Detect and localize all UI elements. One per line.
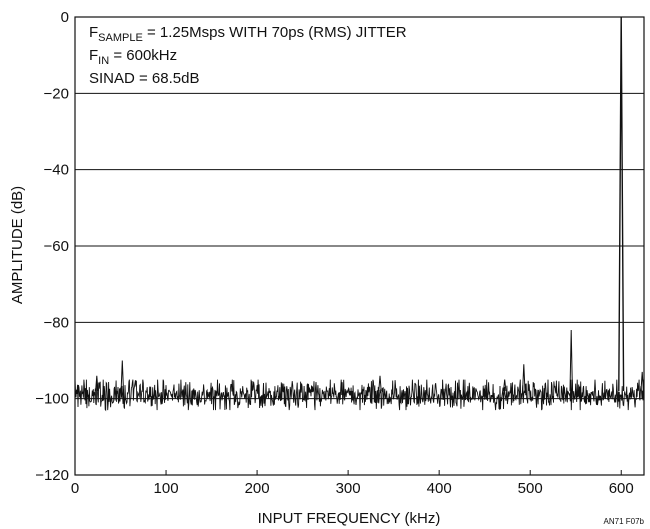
x-tick-label: 500 bbox=[518, 480, 543, 497]
y-tick-label: 0 bbox=[61, 9, 69, 26]
y-tick-labels: 0 −20 −40 −60 −80 −100 −120 bbox=[35, 9, 69, 484]
spectral-peak bbox=[503, 379, 507, 392]
y-tick-label: −100 bbox=[35, 391, 69, 408]
x-tick-label: 100 bbox=[154, 480, 179, 497]
spectral-peak bbox=[640, 371, 644, 392]
spectral-peak bbox=[569, 329, 573, 392]
y-tick-label: −40 bbox=[44, 162, 69, 179]
annotation-line-1-rest: = 1.25Msps WITH 70ps (RMS) JITTER bbox=[143, 24, 407, 41]
noise-floor-trace bbox=[74, 379, 645, 412]
figure-id: AN71 F07b bbox=[604, 517, 645, 526]
annotation-line-2-rest: = 600kHz bbox=[109, 47, 177, 64]
annotation-line-2-subscript: IN bbox=[98, 55, 109, 67]
annotation-line-1-prefix: F bbox=[89, 24, 98, 41]
grid-lines bbox=[75, 92, 644, 400]
y-axis-title: AMPLITUDE (dB) bbox=[9, 186, 26, 304]
x-tick-label: 0 bbox=[71, 480, 79, 497]
spectral-peak bbox=[618, 16, 625, 392]
annotation-line-3: SINAD = 68.5dB bbox=[89, 70, 199, 87]
annotation-line-2-prefix: F bbox=[89, 47, 98, 64]
y-tick-label: −80 bbox=[44, 314, 69, 331]
y-tick-label: −120 bbox=[35, 467, 69, 484]
y-tick-label: −60 bbox=[44, 238, 69, 255]
x-tick-labels: 0 100 200 300 400 500 600 bbox=[71, 470, 634, 497]
x-axis-title: INPUT FREQUENCY (kHz) bbox=[258, 510, 441, 527]
annotation-line-1: FSAMPLE = 1.25Msps WITH 70ps (RMS) JITTE… bbox=[89, 24, 407, 44]
annotation-line-2: FIN = 600kHz bbox=[89, 47, 177, 67]
spectral-peak bbox=[378, 375, 382, 392]
spectral-peak bbox=[95, 375, 99, 392]
y-tick-label: −20 bbox=[44, 85, 69, 102]
x-tick-label: 600 bbox=[609, 480, 634, 497]
x-tick-label: 200 bbox=[245, 480, 270, 497]
spectral-peak bbox=[120, 360, 124, 392]
x-tick-label: 400 bbox=[427, 480, 452, 497]
annotation-line-1-subscript: SAMPLE bbox=[98, 32, 143, 44]
spectral-peak bbox=[522, 364, 526, 392]
plot-frame bbox=[74, 16, 645, 476]
x-tick-label: 300 bbox=[336, 480, 361, 497]
